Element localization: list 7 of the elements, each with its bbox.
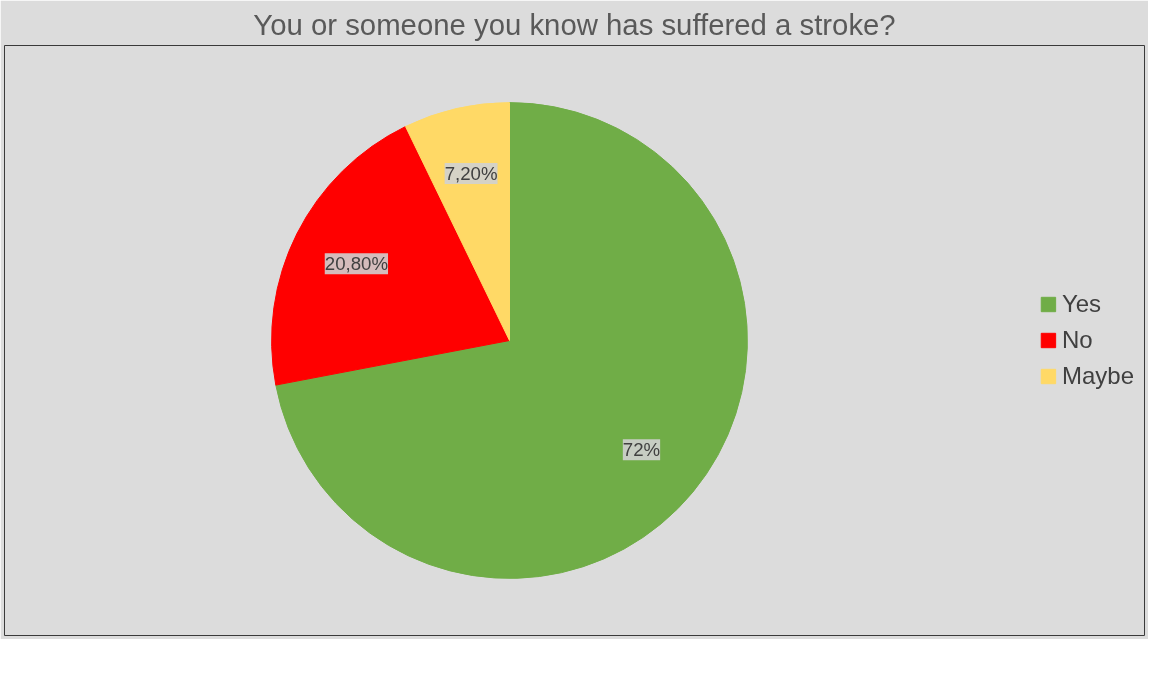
legend-label: No bbox=[1061, 326, 1093, 354]
legend-label: Maybe bbox=[1061, 362, 1134, 390]
chart-title: You or someone you know has suffered a stroke? bbox=[253, 7, 896, 41]
data-label: 72% bbox=[622, 439, 661, 461]
legend-label: Yes bbox=[1061, 290, 1102, 318]
data-label: 20,80% bbox=[324, 253, 389, 275]
data-label: 7,20% bbox=[444, 163, 498, 185]
